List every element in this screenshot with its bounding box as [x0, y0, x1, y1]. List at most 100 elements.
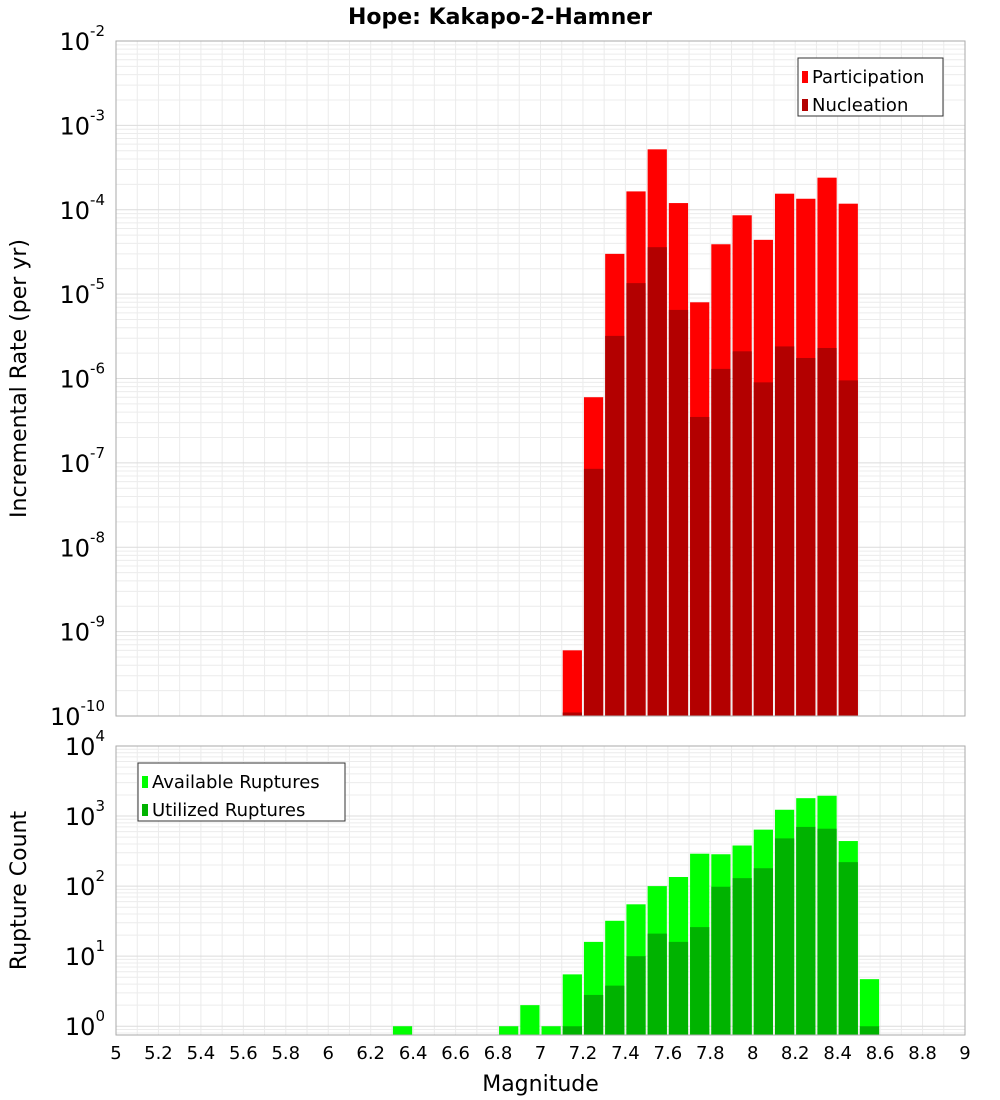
y-tick-label: 10-9: [59, 613, 105, 647]
y-tick-exp: -4: [90, 191, 105, 209]
y-tick-label: 104: [65, 727, 105, 761]
bar-inner-9: [753, 382, 773, 716]
y-tick-base: 10: [65, 873, 96, 901]
grid: [115, 40, 966, 717]
bar-inner-18: [859, 1026, 880, 1035]
bar-inner-1: [583, 468, 604, 716]
bar-inner-17: [838, 862, 858, 1035]
y-tick-base: 10: [65, 1013, 96, 1041]
x-tick-label: 5.2: [144, 1043, 173, 1064]
y-tick-exp: 3: [95, 797, 105, 815]
y-tick-label: 10-7: [59, 444, 105, 478]
y-tick-exp: -8: [90, 528, 105, 546]
bar-inner-6: [605, 985, 625, 1035]
x-tick-label: 7: [535, 1043, 546, 1064]
y-tick-base: 10: [50, 703, 81, 731]
legend-label-0: Participation: [812, 67, 924, 88]
x-tick-label: 8.4: [823, 1043, 852, 1064]
y-tick-exp: -5: [90, 275, 105, 293]
y-tick-base: 10: [59, 112, 90, 140]
bar-inner-4: [562, 1026, 582, 1035]
legend-swatch-1: [142, 804, 148, 816]
legend: Available Ruptures Utilized Ruptures: [137, 762, 346, 822]
x-tick-label: 5: [110, 1043, 121, 1064]
y-tick-base: 10: [59, 619, 90, 647]
y-tick-base: 10: [59, 534, 90, 562]
bar-outer-4: [562, 974, 582, 1035]
bar-inner-0: [562, 712, 582, 716]
x-tick-label: 7.6: [654, 1043, 683, 1064]
legend-label-1: Utilized Ruptures: [152, 800, 305, 821]
y-tick-base: 10: [65, 943, 96, 971]
x-tick-label: 8.2: [781, 1043, 810, 1064]
legend-box: [797, 57, 944, 117]
y-tick-label: 10-10: [50, 697, 105, 731]
y-tick-label: 103: [65, 797, 105, 831]
bar-inner-11: [796, 357, 816, 716]
y-tick-label: 10-6: [59, 360, 105, 394]
bar-outer-0: [392, 1026, 413, 1035]
bar-outer-0: [562, 650, 582, 716]
y-tick-exp: -9: [90, 613, 105, 631]
x-tick-label: 7.8: [696, 1043, 725, 1064]
x-tick-label: 8.8: [908, 1043, 937, 1064]
x-tick-label: 6.4: [399, 1043, 428, 1064]
bar-inner-13: [838, 380, 858, 716]
y-tick-exp: -10: [81, 697, 106, 715]
bar-outer-18: [859, 979, 880, 1035]
y-tick-label: 10-8: [59, 528, 105, 562]
legend-label-1: Nucleation: [812, 95, 908, 116]
y-tick-base: 10: [59, 28, 90, 56]
y-tick-label: 10-2: [59, 22, 105, 56]
bar-inner-7: [626, 956, 646, 1035]
x-axis-label: Magnitude: [482, 1072, 599, 1097]
legend: Participation Nucleation: [797, 57, 944, 117]
bar-inner-15: [796, 826, 816, 1035]
y-tick-label: 100: [65, 1007, 105, 1041]
x-tick-label: 7.4: [611, 1043, 640, 1064]
bar-inner-10: [774, 346, 795, 716]
y-tick-base: 10: [59, 197, 90, 225]
x-tick-label: 8.6: [866, 1043, 895, 1064]
y-tick-exp: 1: [95, 937, 105, 955]
bar-inner-12: [817, 347, 837, 716]
series-1: [562, 826, 880, 1035]
bar-inner-5: [668, 309, 689, 716]
bar-outer-1: [499, 1026, 519, 1035]
legend-swatch-0: [142, 776, 148, 788]
series-1: [562, 247, 858, 716]
y-tick-label: 101: [65, 937, 105, 971]
y-tick-exp: -3: [90, 106, 105, 124]
x-tick-label: 6.2: [356, 1043, 385, 1064]
legend-box: [137, 762, 346, 822]
y-tick-exp: 4: [95, 727, 105, 745]
chart-title: Hope: Kakapo-2-Hamner: [348, 5, 652, 30]
bar-inner-10: [690, 927, 710, 1035]
y-axis-label: Incremental Rate (per yr): [7, 239, 32, 518]
bar-inner-3: [626, 283, 646, 716]
bar-inner-8: [732, 351, 752, 716]
x-tick-label: 5.6: [229, 1043, 258, 1064]
y-axis-label: Rupture Count: [7, 811, 32, 971]
x-tick-label: 9: [959, 1043, 970, 1064]
y-tick-exp: -7: [90, 444, 105, 462]
bar-inner-4: [647, 247, 667, 716]
rate-plot: 10-1010-910-810-710-610-510-410-310-2Inc…: [7, 22, 966, 731]
y-tick-label: 10-3: [59, 106, 105, 140]
y-tick-exp: -6: [90, 360, 105, 378]
y-tick-label: 10-4: [59, 191, 105, 225]
x-tick-label: 6.6: [441, 1043, 470, 1064]
bar-inner-14: [774, 838, 795, 1035]
y-tick-base: 10: [59, 450, 90, 478]
plot-border: [115, 40, 966, 717]
y-tick-base: 10: [65, 733, 96, 761]
legend-swatch-1: [802, 99, 808, 111]
y-tick-base: 10: [59, 366, 90, 394]
bar-inner-13: [753, 868, 773, 1035]
x-tick-label: 6.8: [484, 1043, 513, 1064]
x-tick-label: 6: [323, 1043, 334, 1064]
